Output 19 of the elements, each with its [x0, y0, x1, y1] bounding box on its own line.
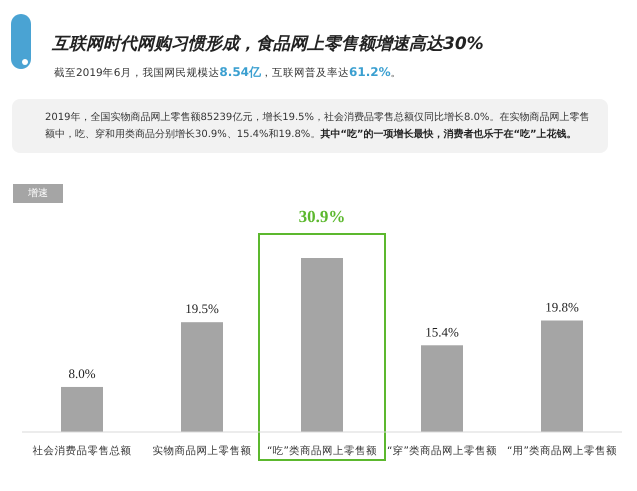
- text: 2019年，全国实物商品网上零售额85239亿元，增长19.5%，社会消费品零售总额仅同比增长8.0%。在实物商品网上零售额中，吃、穿和用类商品分别增长30.9%、15.4%和19.8%。其中“吃”的一项增长最快，消费者也乐于在“吃”上花钱。: [12, 99, 608, 153]
- data-label: 19.5%: [185, 301, 219, 316]
- chart-title: 互联网时代网购习惯形成，食品网上零售额增速高达30%: [52, 33, 484, 55]
- data-label: 15.4%: [425, 324, 459, 340]
- x-tick-label: 实物商品网上零售额: [152, 444, 252, 457]
- chart-subtitle: 截至2019年6月，我国网民规模达8.54亿，互联网普及率达61.2%。: [54, 64, 402, 81]
- bar: [541, 320, 583, 432]
- text: 增速: [13, 184, 63, 203]
- bar: [301, 258, 343, 432]
- data-label: 8.0%: [68, 366, 96, 381]
- x-tick-label: “吃”类商品网上零售额: [267, 444, 377, 457]
- x-tick-label: “用”类商品网上零售额: [507, 444, 617, 457]
- bar: [181, 322, 223, 432]
- x-tick-label: 社会消费品零售总额: [32, 444, 132, 457]
- data-label: 19.8%: [545, 300, 579, 315]
- bar: [421, 345, 463, 432]
- bar: [61, 386, 103, 432]
- x-tick-label: “穿”类商品网上零售额: [387, 444, 497, 457]
- data-label: 30.9%: [298, 207, 346, 226]
